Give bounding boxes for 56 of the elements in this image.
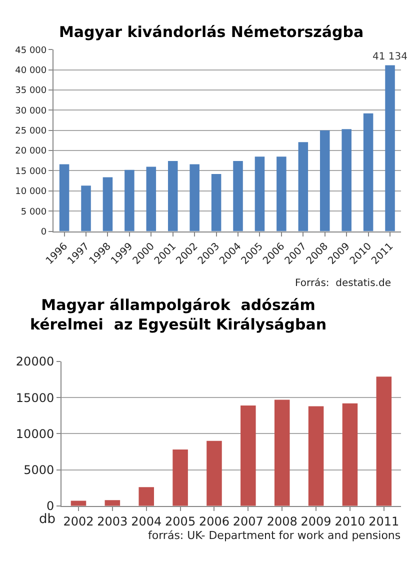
x-tick-label: 2004 (131, 514, 162, 528)
bar (59, 164, 70, 232)
bar (254, 156, 265, 232)
chart-title: Magyar állampolgárok adószám kérelmei az Egyesült Királyságban (30, 296, 327, 334)
bar (138, 487, 154, 506)
bar (274, 400, 290, 506)
y-tick-label: 20 000 (15, 146, 47, 157)
bar (240, 405, 256, 506)
bar (376, 376, 392, 506)
bar (168, 161, 178, 232)
y-tick-label: 15 000 (15, 166, 47, 177)
x-tick-label: 2011 (368, 514, 400, 528)
y-tick-label: 25 000 (15, 126, 47, 137)
bar (206, 440, 222, 506)
y-tick-label: 35 000 (15, 86, 47, 96)
bar (385, 65, 395, 232)
bar (104, 500, 120, 506)
bar (342, 129, 352, 232)
y-tick-label: 0 (46, 499, 54, 514)
x-tick-label: 2010 (334, 514, 366, 528)
y-tick-label: 0 (40, 227, 47, 238)
x-tick-label: 2002 (63, 514, 94, 528)
text: Forrás: destatis.de (295, 278, 391, 289)
bar (211, 174, 222, 232)
chart-title: Magyar kivándorlás Németországba (59, 23, 364, 41)
bar (363, 113, 374, 232)
bar (342, 403, 358, 506)
bar (124, 170, 134, 232)
bar (81, 186, 91, 232)
y-tick-label: 5000 (24, 462, 54, 477)
data-label: 41 134 (372, 51, 408, 62)
y-tick-label: 30 000 (15, 106, 47, 116)
x-tick-label: 2008 (266, 514, 298, 528)
text: forrás: UK- Department for work and pensions (148, 529, 401, 542)
y-tick-label: 40 000 (15, 66, 47, 76)
bar (172, 450, 188, 506)
x-tick-label: 2009 (300, 514, 332, 528)
y-tick-label: 45 000 (15, 46, 47, 56)
bar (276, 156, 286, 232)
bar (146, 166, 156, 232)
y-axis-title: db (39, 512, 56, 527)
x-tick-label: 2007 (232, 514, 264, 528)
bar (102, 177, 113, 232)
bar (320, 130, 330, 232)
x-tick-label: 2003 (97, 514, 128, 528)
y-tick-label: 15000 (16, 390, 54, 405)
x-tick-label: 2005 (165, 514, 196, 528)
y-tick-label: 5 000 (20, 207, 47, 218)
y-tick-label: 10 000 (15, 187, 47, 198)
y-tick-label: 10000 (16, 426, 54, 441)
bar (233, 161, 243, 232)
bar (298, 142, 308, 232)
bar (308, 406, 324, 506)
x-tick-label: 2006 (198, 514, 230, 528)
bar (190, 164, 200, 232)
y-tick-label: 20000 (16, 354, 54, 369)
